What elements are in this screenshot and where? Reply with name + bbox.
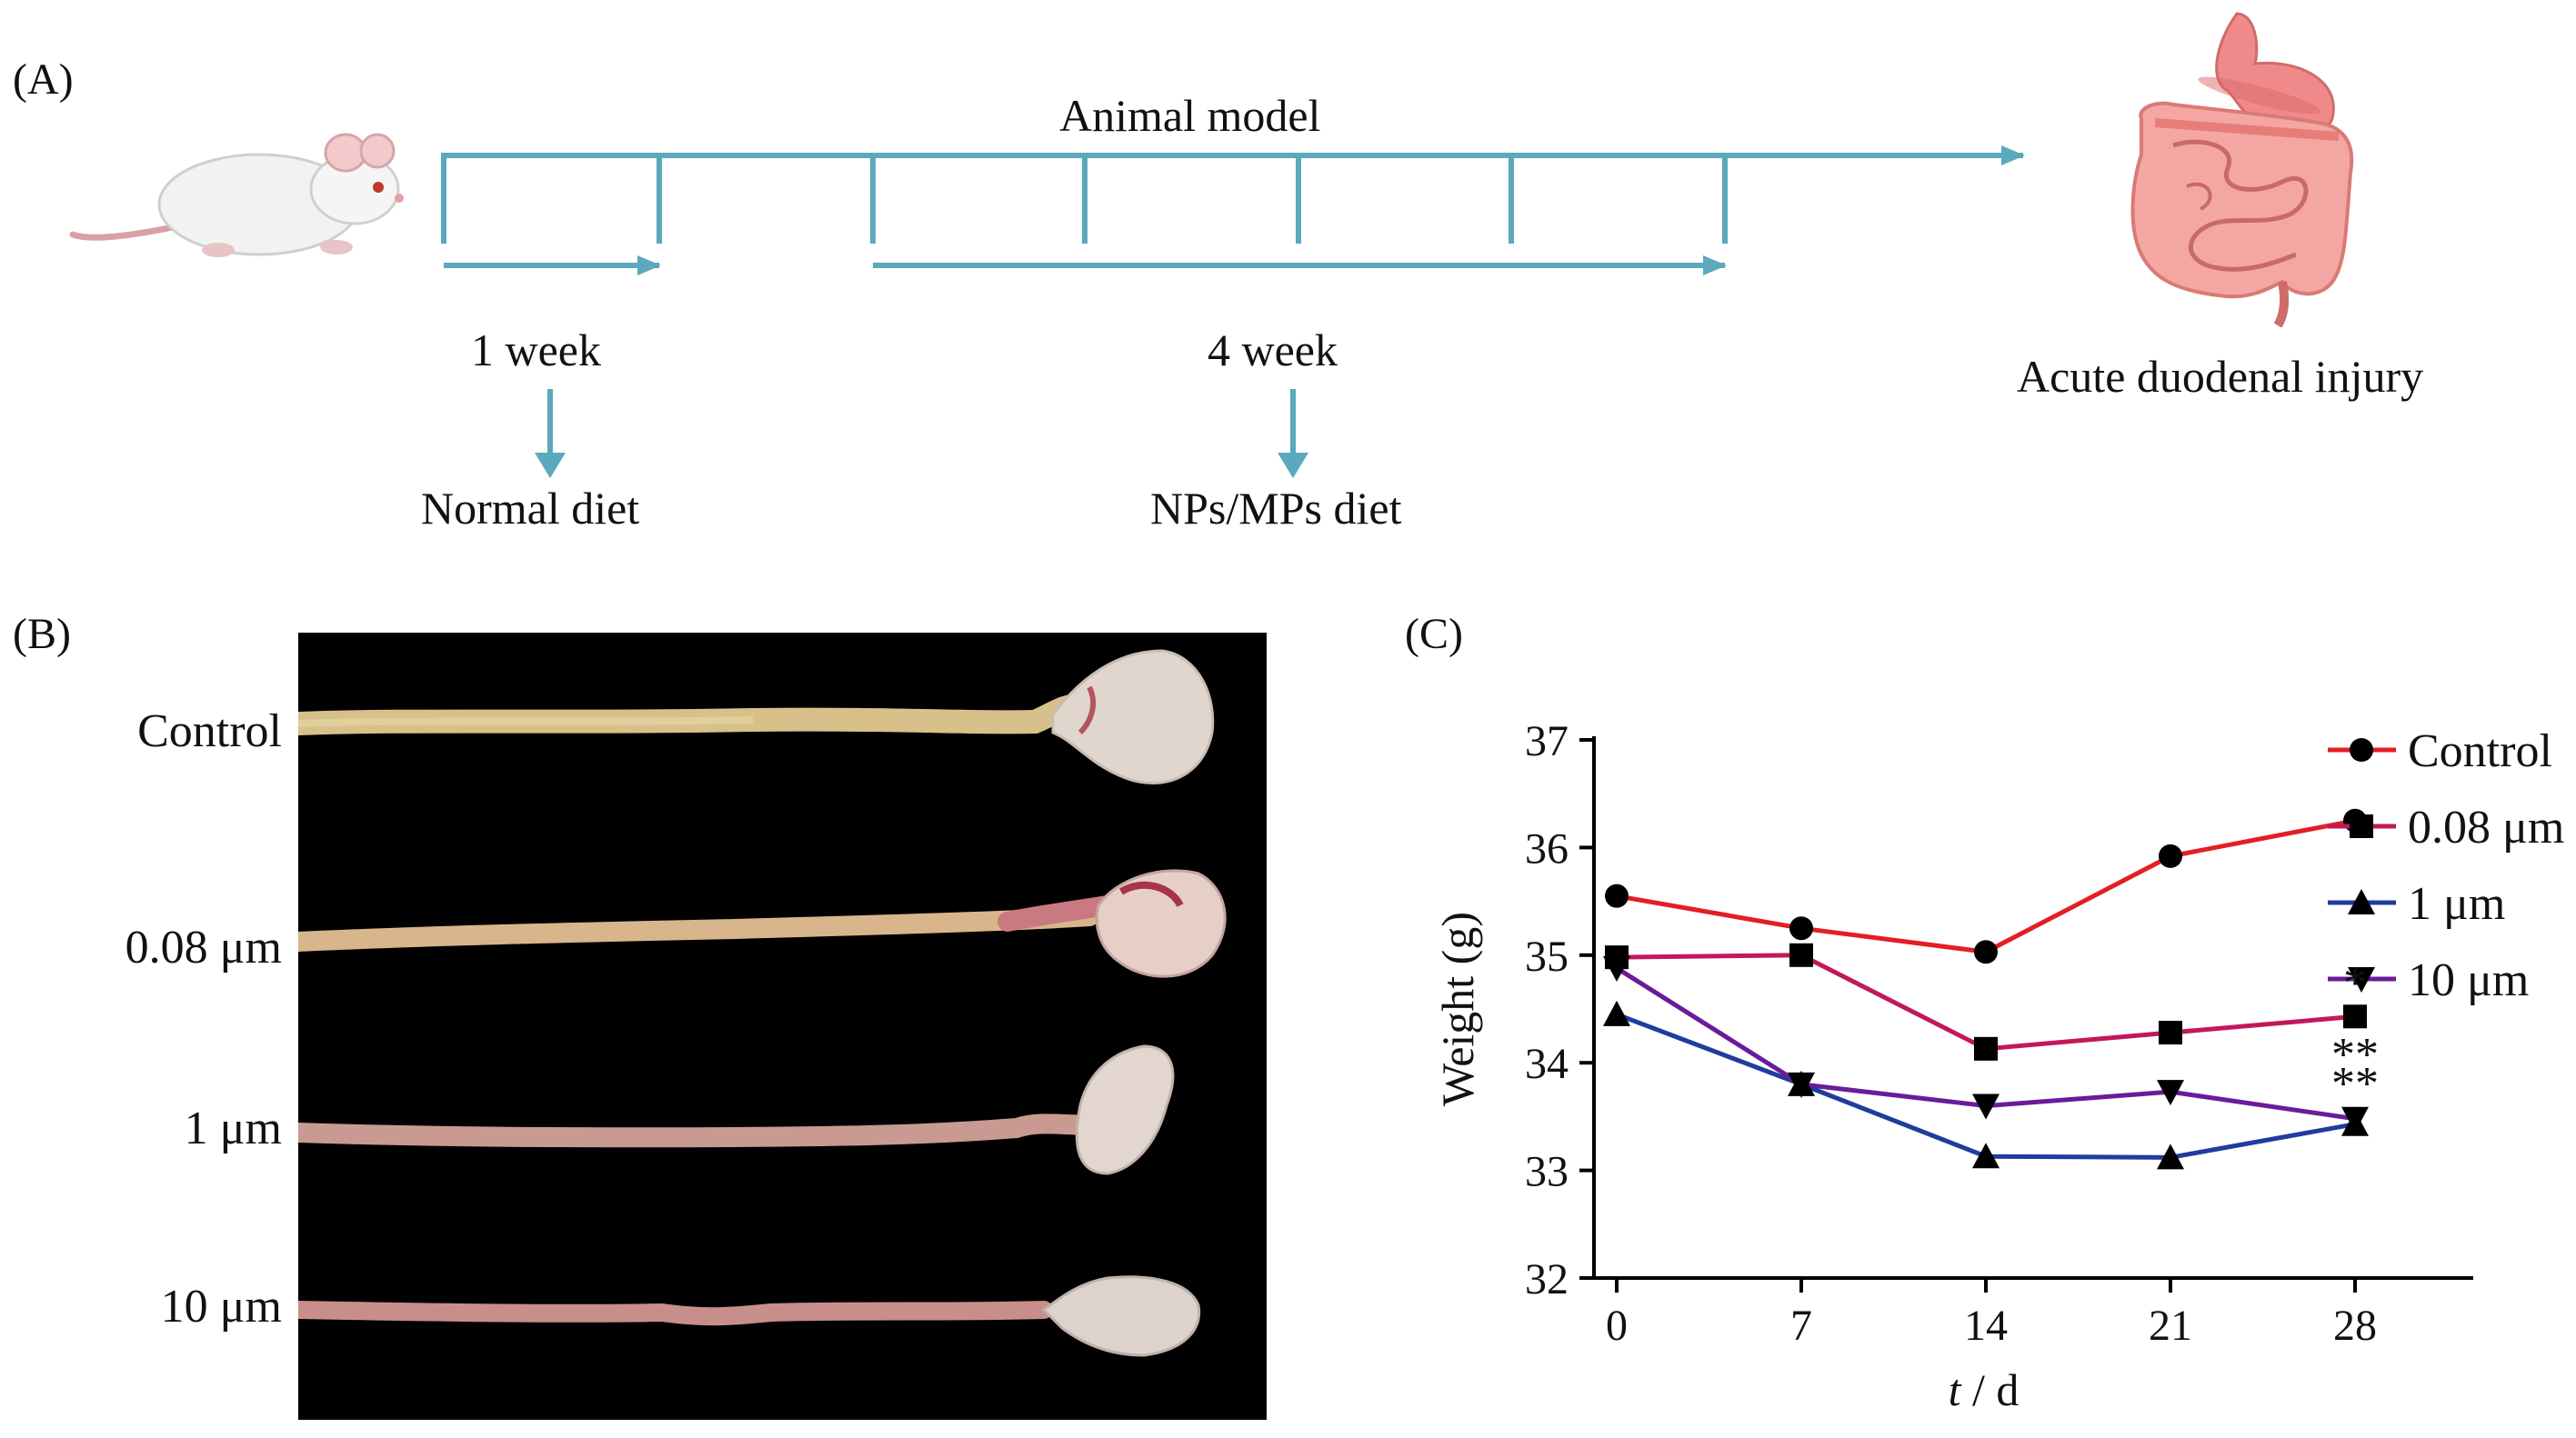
data-point xyxy=(1972,1093,2000,1120)
y-tick-label: 33 xyxy=(1525,1148,1569,1196)
stage2-diet: NPs/MPs diet xyxy=(1150,483,1402,534)
significance-marker: * xyxy=(2343,957,2367,1009)
y-tick-label: 36 xyxy=(1525,824,1569,873)
stage1-diet: Normal diet xyxy=(421,483,640,534)
data-point xyxy=(2159,1021,2182,1045)
y-tick-label: 37 xyxy=(1525,717,1569,765)
data-point xyxy=(1603,1000,1630,1026)
y-tick-label: 32 xyxy=(1525,1255,1569,1303)
y-tick-label: 34 xyxy=(1525,1040,1569,1088)
down-arrow-icon xyxy=(1278,389,1308,478)
series-line xyxy=(1616,818,2356,954)
data-point xyxy=(1788,1072,1815,1098)
data-point xyxy=(1789,943,1813,967)
legend-label: 0.08 μm xyxy=(2408,802,2564,854)
data-point xyxy=(2343,1004,2367,1029)
duodenum-photo xyxy=(286,633,1267,1420)
x-tick-label: 21 xyxy=(2149,1302,2192,1350)
data-point xyxy=(2159,844,2182,868)
data-point xyxy=(1603,956,1630,983)
photo-row-label: 1 μm xyxy=(184,1103,282,1154)
significance-marker: ** xyxy=(2331,1058,2379,1110)
mouse-icon xyxy=(69,133,404,257)
legend-marker xyxy=(2350,738,2373,762)
legend-label: 10 μm xyxy=(2408,954,2529,1006)
y-tick-label: 35 xyxy=(1525,933,1569,981)
down-arrow-icon xyxy=(535,389,566,478)
significance-marker: ** xyxy=(2331,1029,2379,1081)
data-point xyxy=(1789,916,1813,941)
data-point xyxy=(1605,884,1629,908)
x-tick-label: 0 xyxy=(1606,1302,1628,1350)
y-axis-label: Weight (g) xyxy=(1432,912,1483,1106)
legend-label: 1 μm xyxy=(2408,878,2505,930)
x-tick-label: 28 xyxy=(2333,1302,2377,1350)
weight-line-chart: 32 33 34 35 36 37 0 7 14 21 28 Control 0.08 μm 1 μm 1… xyxy=(1432,717,2564,1415)
legend-label: Control xyxy=(2408,725,2552,777)
photo-row-label: 0.08 μm xyxy=(125,922,282,974)
digestive-tract-icon xyxy=(2130,12,2354,327)
x-tick-label: 7 xyxy=(1790,1302,1812,1350)
x-axis-label: t / d xyxy=(1949,1364,2020,1415)
data-point xyxy=(1974,940,1998,964)
timeline-title: Animal model xyxy=(1059,90,1321,141)
legend-marker xyxy=(2348,967,2375,993)
panel-b-label: (B) xyxy=(13,610,71,658)
stage2-duration: 4 week xyxy=(1208,325,1338,375)
outcome-label: Acute duodenal injury xyxy=(2017,351,2424,402)
series-line xyxy=(1616,953,2356,1052)
data-point xyxy=(2157,1080,2184,1106)
panel-a-label: (A) xyxy=(13,55,74,104)
legend-marker xyxy=(2348,889,2375,914)
photo-row-label: Control xyxy=(137,705,282,757)
data-point xyxy=(2157,1143,2184,1170)
data-point xyxy=(1974,1036,1998,1061)
legend-marker xyxy=(2350,814,2373,838)
timeline-diagram xyxy=(441,145,2025,275)
panel-c-label: (C) xyxy=(1405,610,1463,658)
data-point xyxy=(1972,1143,2000,1169)
photo-row-label: 10 μm xyxy=(160,1281,282,1333)
data-point xyxy=(2341,1106,2369,1133)
stage1-duration: 1 week xyxy=(471,325,601,375)
x-tick-label: 14 xyxy=(1964,1302,2008,1350)
